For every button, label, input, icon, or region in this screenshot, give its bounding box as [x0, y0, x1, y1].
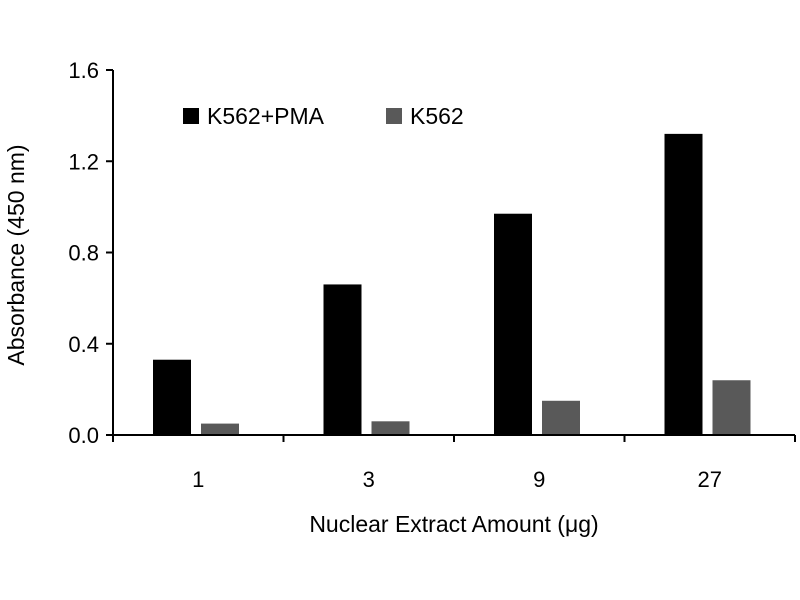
- legend-label-k562-pma: K562+PMA: [207, 103, 325, 129]
- bar-k562-pma-27: [664, 133, 703, 435]
- bar-k562-27: [712, 380, 751, 435]
- y-tick-label: 0.4: [68, 332, 99, 357]
- legend-swatch-k562: [386, 108, 402, 124]
- bar-k562-3: [371, 421, 410, 435]
- bar-k562-9: [542, 400, 580, 435]
- x-tick-label: 27: [698, 467, 722, 492]
- bar-k562-pma-9: [494, 213, 532, 435]
- y-ticks-group: 0.0 0.4 0.8 1.2 1.6: [68, 58, 113, 448]
- bar-k562-1: [201, 423, 239, 435]
- legend: K562+PMA K562: [183, 103, 464, 129]
- bars-group: [153, 133, 751, 435]
- bar-k562-pma-1: [153, 359, 191, 435]
- x-ticks-group: 1 3 9 27: [112, 435, 796, 492]
- x-tick-label: 1: [192, 467, 204, 492]
- y-tick-label: 0.8: [68, 241, 99, 266]
- x-tick-label: 3: [363, 467, 375, 492]
- y-tick-label: 1.6: [68, 58, 99, 83]
- y-tick-label: 0.0: [68, 423, 99, 448]
- y-tick-label: 1.2: [68, 149, 99, 174]
- y-axis-title: Absorbance (450 nm): [3, 144, 29, 365]
- x-axis-title: Nuclear Extract Amount (μg): [309, 511, 598, 537]
- legend-swatch-k562-pma: [183, 108, 199, 124]
- bar-k562-pma-3: [323, 284, 362, 435]
- x-tick-label: 9: [533, 467, 545, 492]
- legend-label-k562: K562: [410, 103, 464, 129]
